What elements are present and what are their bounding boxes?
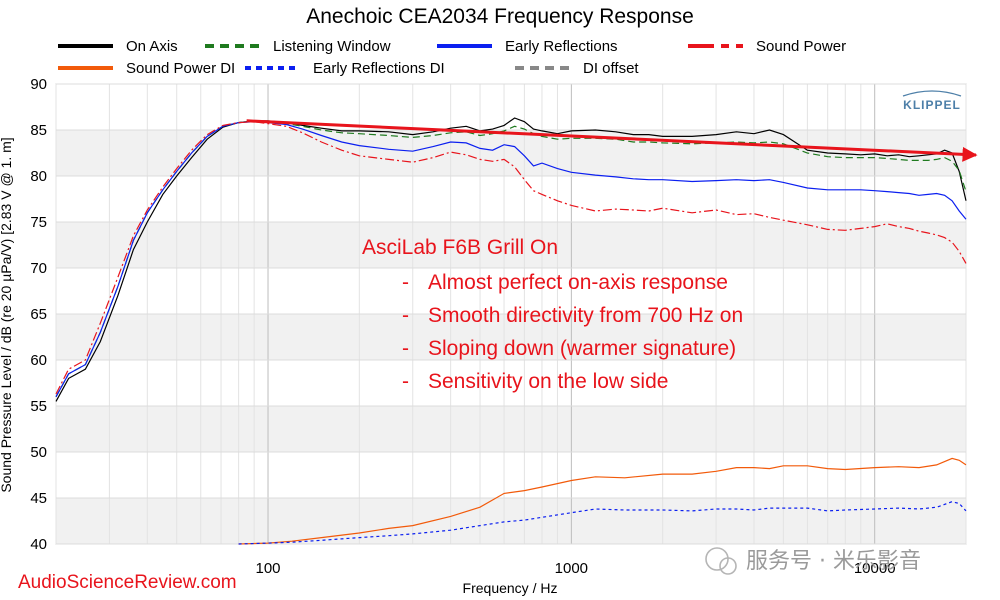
annotation-bullet-marker: - (402, 370, 409, 393)
plot-band (56, 314, 966, 360)
trend-arrow (246, 119, 978, 162)
y-tick-label: 90 (30, 76, 47, 93)
annotation-block: AsciLab F6B Grill On - Almost perfect on-… (362, 236, 743, 393)
legend-label-on-axis: On Axis (126, 38, 178, 55)
plot-band (56, 222, 966, 268)
x-tick-label: 10000 (854, 560, 896, 577)
legend: On Axis Listening Window Early Reflections… (58, 38, 846, 77)
x-axis-label: Frequency / Hz (463, 580, 558, 596)
annotation-bullet-marker: - (402, 337, 409, 360)
legend-label-early-reflections-di: Early Reflections DI (313, 60, 445, 77)
x-tick-label: 1000 (555, 560, 588, 577)
series-sound-power-di (238, 457, 967, 545)
annotation-bullet-marker: - (402, 304, 409, 327)
legend-label-listening-window: Listening Window (273, 38, 391, 55)
watermark-wechat: 服务号 · 米乐影音 (705, 547, 921, 575)
series-early-reflections-di (238, 501, 967, 545)
legend-label-sound-power: Sound Power (756, 38, 846, 55)
annotation-bullet: Sloping down (warmer signature) (428, 337, 736, 360)
y-tick-label: 85 (30, 122, 47, 139)
y-tick-label: 40 (30, 536, 47, 553)
y-tick-label: 55 (30, 398, 47, 415)
wechat-icon (705, 547, 729, 571)
klippel-arc-icon (902, 90, 962, 97)
watermark-wechat-text: 服务号 · 米乐影音 (746, 549, 921, 574)
legend-label-sound-power-di: Sound Power DI (126, 60, 235, 77)
wechat-icon-bubble (719, 557, 737, 575)
chart-title: Anechoic CEA2034 Frequency Response (306, 5, 694, 28)
y-tick-label: 45 (30, 490, 47, 507)
plot-band (56, 130, 966, 176)
annotation-bullet: Smooth directivity from 700 Hz on (428, 304, 743, 327)
plot-band (56, 498, 966, 544)
series-sound-power (55, 121, 967, 395)
y-tick-label: 60 (30, 352, 47, 369)
axis-ticks: 40 45 50 55 60 65 70 75 80 85 90 100 1000 10000 (30, 76, 895, 577)
annotation-bullet-marker: - (402, 271, 409, 294)
legend-label-di-offset: DI offset (583, 60, 639, 77)
series-layer (55, 117, 967, 545)
klippel-logo: KLIPPEL (902, 90, 962, 112)
y-tick-label: 80 (30, 168, 47, 185)
annotation-bullet: Almost perfect on-axis response (428, 271, 728, 294)
watermark-audiosciencereview: AudioScienceReview.com (18, 572, 237, 593)
series-on-axis (55, 117, 967, 402)
annotation-title: AsciLab F6B Grill On (362, 236, 558, 259)
y-tick-label: 70 (30, 260, 47, 277)
klippel-logo-text: KLIPPEL (903, 98, 961, 112)
y-axis-label: Sound Pressure Level / dB (re 20 µPa/V) … (0, 137, 14, 492)
plot-band (56, 406, 966, 452)
y-tick-label: 65 (30, 306, 47, 323)
annotation-bullet: Sensitivity on the low side (428, 370, 668, 393)
series-early-reflections (55, 121, 967, 398)
y-tick-label: 50 (30, 444, 47, 461)
x-tick-label: 100 (256, 560, 281, 577)
y-tick-label: 75 (30, 214, 47, 231)
legend-label-early-reflections: Early Reflections (505, 38, 618, 55)
